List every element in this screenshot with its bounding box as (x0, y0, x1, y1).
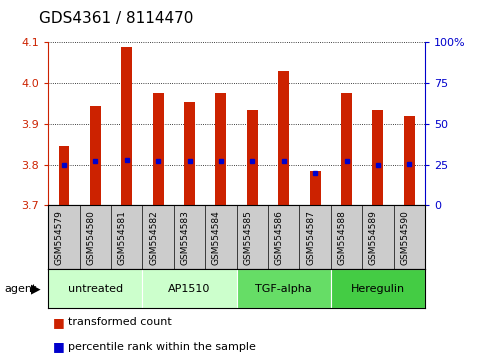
Text: ▶: ▶ (31, 282, 41, 295)
Bar (153, 93, 164, 205)
Bar (142, 269, 237, 308)
Text: GSM554584: GSM554584 (212, 210, 221, 265)
Bar (404, 116, 415, 205)
Text: transformed count: transformed count (68, 317, 171, 327)
Bar (184, 102, 195, 205)
Text: ■: ■ (53, 316, 65, 329)
Bar (247, 110, 258, 205)
Bar (58, 146, 70, 205)
Text: GDS4361 / 8114470: GDS4361 / 8114470 (39, 11, 193, 25)
Text: Heregulin: Heregulin (351, 284, 405, 293)
Text: AP1510: AP1510 (169, 284, 211, 293)
Bar (341, 93, 352, 205)
Bar (121, 46, 132, 205)
Text: GSM554587: GSM554587 (306, 210, 315, 265)
Text: ■: ■ (53, 341, 65, 353)
Text: GSM554580: GSM554580 (86, 210, 96, 265)
Text: GSM554583: GSM554583 (181, 210, 189, 265)
Text: percentile rank within the sample: percentile rank within the sample (68, 342, 256, 352)
Text: GSM554589: GSM554589 (369, 210, 378, 265)
Bar (372, 110, 384, 205)
Text: GSM554581: GSM554581 (118, 210, 127, 265)
Text: GSM554579: GSM554579 (55, 210, 64, 265)
Text: GSM554590: GSM554590 (400, 210, 410, 265)
Bar (90, 105, 101, 205)
Bar (215, 93, 227, 205)
Bar (310, 171, 321, 205)
Bar (237, 269, 331, 308)
Bar (278, 71, 289, 205)
Text: GSM554588: GSM554588 (338, 210, 347, 265)
Text: agent: agent (5, 284, 37, 293)
Text: untreated: untreated (68, 284, 123, 293)
Text: GSM554585: GSM554585 (243, 210, 253, 265)
Text: GSM554586: GSM554586 (275, 210, 284, 265)
Text: GSM554582: GSM554582 (149, 210, 158, 265)
Bar (331, 269, 425, 308)
Text: TGF-alpha: TGF-alpha (256, 284, 312, 293)
Bar (48, 269, 142, 308)
